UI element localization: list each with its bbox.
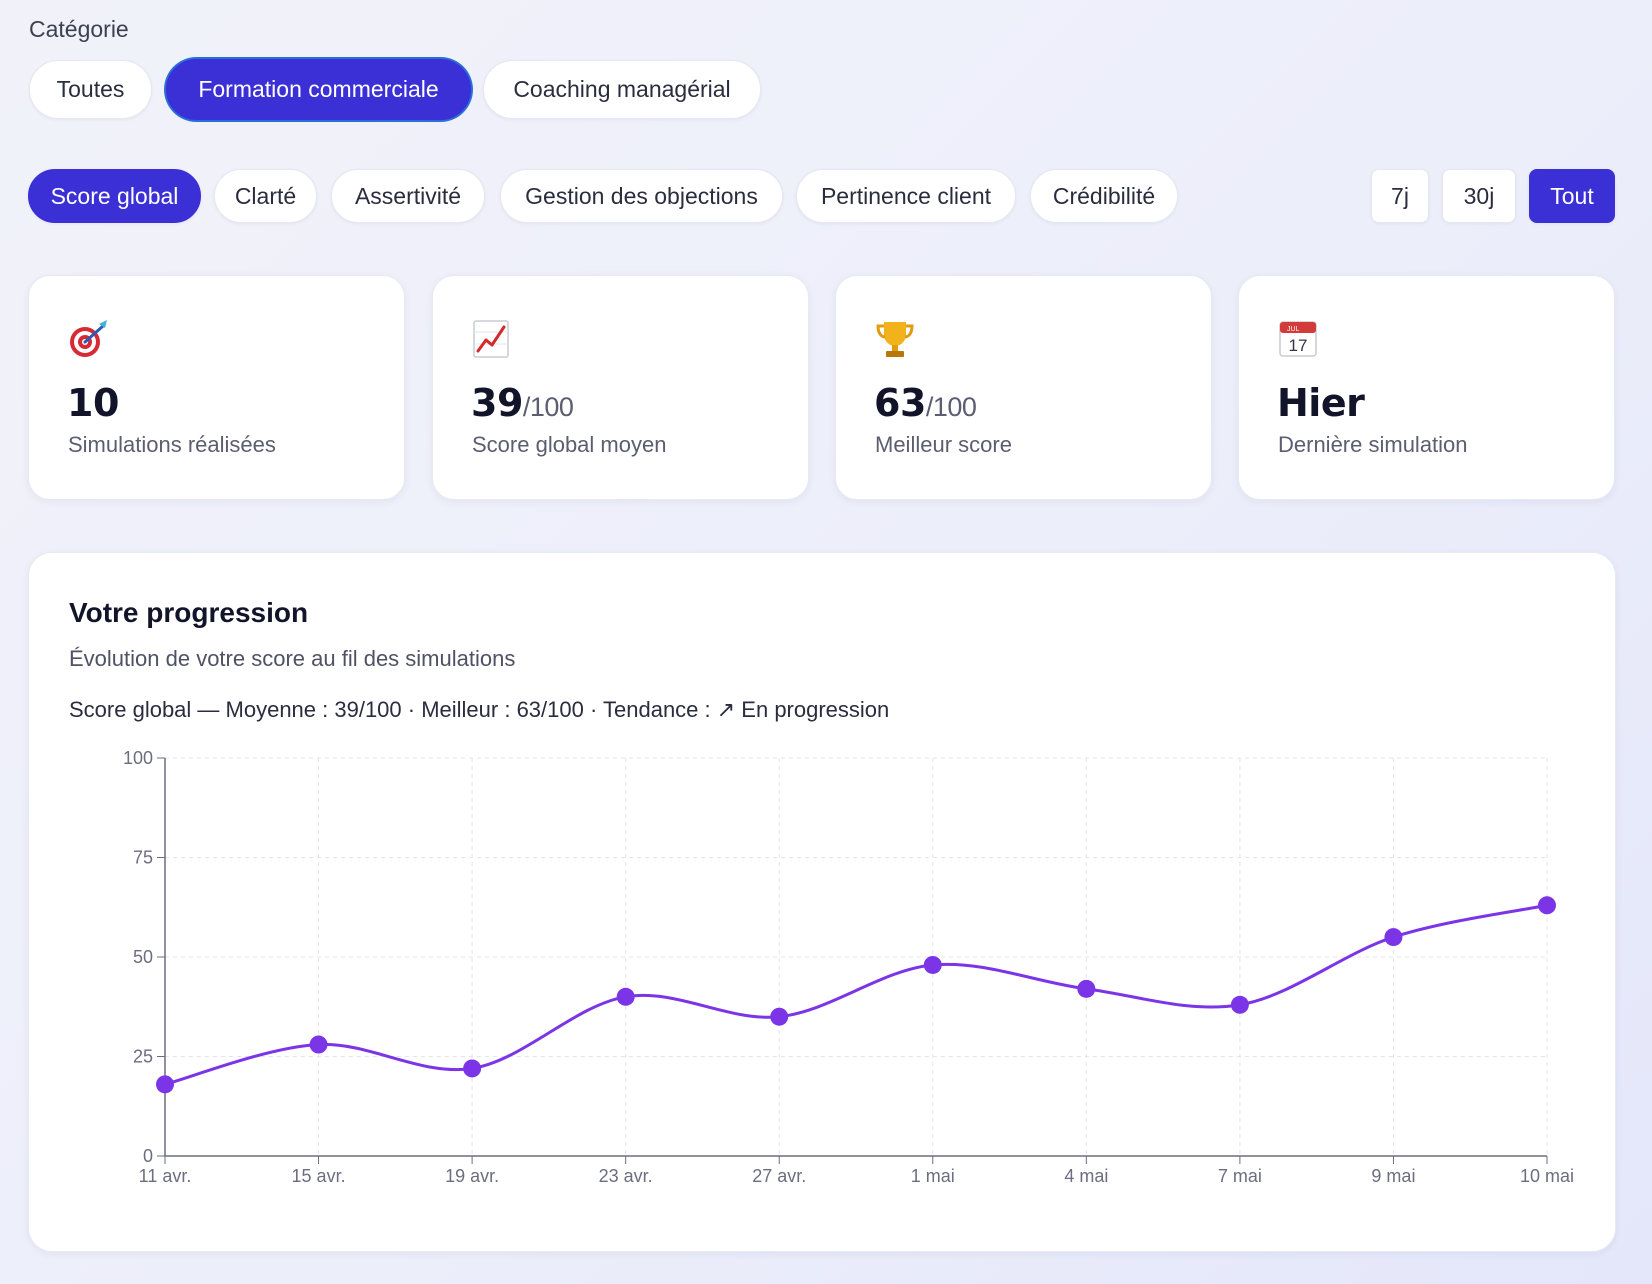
x-tick-label: 11 avr. bbox=[139, 1166, 192, 1186]
calendar-day: 17 bbox=[1289, 336, 1308, 355]
x-tick-label: 27 avr. bbox=[752, 1166, 806, 1186]
data-point bbox=[309, 1035, 328, 1054]
stat-label: Dernière simulation bbox=[1278, 432, 1468, 457]
metric-pill-client-relevance[interactable]: Pertinence client bbox=[796, 169, 1016, 223]
stat-label: Meilleur score bbox=[875, 432, 1012, 457]
y-tick-label: 25 bbox=[133, 1047, 153, 1067]
y-tick-label: 0 bbox=[143, 1146, 153, 1166]
stat-value: Hier bbox=[1277, 381, 1365, 425]
data-point bbox=[1230, 995, 1249, 1014]
chart-summary: Score global — Moyenne : 39/100 · Meille… bbox=[69, 697, 890, 722]
x-tick-label: 7 mai bbox=[1218, 1166, 1262, 1186]
stat-card-average-score: 39/100 Score global moyen bbox=[432, 275, 809, 500]
stat-card-simulations: 10 Simulations réalisées bbox=[28, 275, 405, 500]
x-tick-label: 4 mai bbox=[1064, 1166, 1108, 1186]
y-tick-label: 100 bbox=[123, 748, 153, 768]
calendar-icon: JUL 17 bbox=[1279, 321, 1317, 357]
period-all-button[interactable]: Tout bbox=[1529, 169, 1615, 223]
target-icon bbox=[70, 320, 107, 357]
chart-subtitle: Évolution de votre score au fil des simu… bbox=[69, 646, 516, 671]
stat-value: 63/100 bbox=[874, 381, 977, 425]
data-point bbox=[1077, 979, 1096, 998]
category-pill-all[interactable]: Toutes bbox=[29, 60, 152, 119]
period-30d-button[interactable]: 30j bbox=[1442, 169, 1516, 223]
data-point bbox=[156, 1075, 174, 1094]
category-label: Catégorie bbox=[29, 16, 129, 42]
data-point bbox=[1384, 928, 1403, 947]
data-point bbox=[770, 1007, 789, 1026]
stat-value: 39/100 bbox=[471, 381, 574, 425]
chart-increasing-icon bbox=[473, 320, 509, 358]
period-7d-button[interactable]: 7j bbox=[1371, 169, 1429, 223]
stat-label: Score global moyen bbox=[472, 432, 667, 457]
x-tick-label: 15 avr. bbox=[292, 1166, 346, 1186]
stat-card-last-simulation: JUL 17 Hier Dernière simulation bbox=[1238, 275, 1615, 500]
metric-pill-clarity[interactable]: Clarté bbox=[214, 169, 317, 223]
stat-card-best-score: 63/100 Meilleur score bbox=[835, 275, 1212, 500]
metric-pill-credibility[interactable]: Crédibilité bbox=[1030, 169, 1178, 223]
metric-pill-objection-handling[interactable]: Gestion des objections bbox=[500, 169, 783, 223]
x-tick-label: 19 avr. bbox=[445, 1166, 499, 1186]
calendar-month: JUL bbox=[1287, 326, 1300, 333]
data-point bbox=[923, 955, 942, 974]
metric-pill-global-score[interactable]: Score global bbox=[28, 169, 201, 223]
progress-chart-card: Votre progression Évolution de votre sco… bbox=[28, 552, 1616, 1252]
x-tick-label: 9 mai bbox=[1371, 1166, 1415, 1186]
data-point bbox=[616, 987, 635, 1006]
trophy-icon bbox=[876, 322, 914, 357]
chart-title: Votre progression bbox=[69, 597, 309, 628]
y-tick-label: 75 bbox=[133, 848, 153, 868]
metric-pill-assertiveness[interactable]: Assertivité bbox=[331, 169, 485, 223]
progress-line-chart: 0 25 50 75 100 11 avr. 15 avr. 19 avr. 23 avr. 27… bbox=[123, 748, 1574, 1186]
x-tick-label: 23 avr. bbox=[599, 1166, 653, 1186]
x-tick-label: 1 mai bbox=[911, 1166, 955, 1186]
data-point bbox=[1538, 896, 1556, 915]
stat-label: Simulations réalisées bbox=[68, 432, 276, 457]
category-pill-management-coaching[interactable]: Coaching managérial bbox=[483, 60, 761, 119]
x-tick-label: 10 mai bbox=[1520, 1166, 1574, 1186]
data-point bbox=[463, 1059, 482, 1078]
score-line bbox=[164, 903, 1548, 1086]
category-pill-sales-training[interactable]: Formation commerciale bbox=[166, 59, 471, 120]
stat-value: 10 bbox=[67, 381, 119, 425]
y-tick-label: 50 bbox=[133, 947, 153, 967]
